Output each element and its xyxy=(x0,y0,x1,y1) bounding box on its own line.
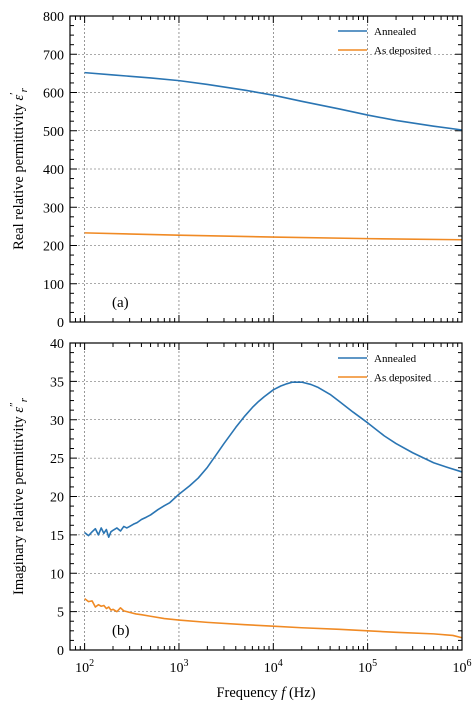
y-tick-label: 800 xyxy=(43,10,64,25)
legend-label: As deposited xyxy=(374,372,432,384)
y-axis-label: Real relative permittivity ε′r xyxy=(8,87,30,250)
y-tick-label: 700 xyxy=(43,48,64,63)
y-tick-label: 100 xyxy=(43,278,64,293)
x-tick-label: 103 xyxy=(169,658,188,676)
legend: Annealed As deposited xyxy=(338,353,432,384)
x-tick-label: 102 xyxy=(75,658,94,676)
y-tick-label: 400 xyxy=(43,163,64,178)
y-tick-label: 300 xyxy=(43,201,64,216)
legend-label: Annealed xyxy=(374,26,417,38)
y-tick-label: 25 xyxy=(50,452,64,467)
y-tick-label: 30 xyxy=(50,414,64,429)
x-tick-label: 105 xyxy=(358,658,377,676)
x-axis-label: Frequency f (Hz) xyxy=(216,685,315,701)
y-tick-label: 0 xyxy=(57,316,64,331)
y-tick-label: 500 xyxy=(43,125,64,140)
plot-frame xyxy=(69,15,463,323)
panel-tag-b: (b) xyxy=(112,623,130,639)
y-axis-label: Imaginary relative permittivity ε″r xyxy=(8,397,30,595)
series-line-annealed xyxy=(84,71,463,131)
legend-label: As deposited xyxy=(374,45,432,57)
series-line-as-deposited xyxy=(84,597,463,639)
y-tick-label: 15 xyxy=(50,529,64,544)
legend-label: Annealed xyxy=(374,353,417,365)
y-tick-label: 35 xyxy=(50,375,64,390)
y-tick-label: 0 xyxy=(57,644,64,659)
series-line-annealed xyxy=(84,381,463,538)
panel-tag-a: (a) xyxy=(112,295,129,311)
y-tick-label: 10 xyxy=(50,567,64,582)
legend: Annealed As deposited xyxy=(338,26,432,57)
y-tick-label: 200 xyxy=(43,240,64,255)
panel-a: 0 100 200 300 400 500 600 700 800 Annealed As depo… xyxy=(8,10,463,331)
series-line-as-deposited xyxy=(84,232,463,241)
y-tick-label: 40 xyxy=(50,337,64,352)
y-tick-label: 20 xyxy=(50,491,64,506)
x-tick-label: 106 xyxy=(453,658,472,676)
x-tick-label: 104 xyxy=(264,658,283,676)
plot-frame xyxy=(69,342,463,651)
y-tick-label: 600 xyxy=(43,87,64,102)
y-tick-label: 5 xyxy=(57,606,64,621)
